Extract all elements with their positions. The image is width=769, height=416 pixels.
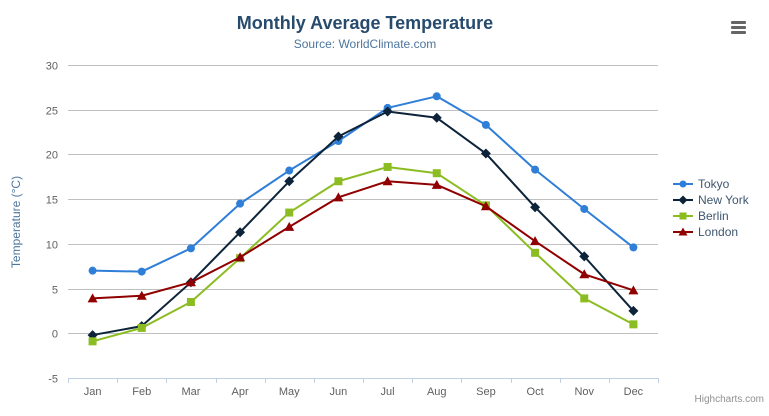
x-axis-tick-label: Sep (476, 386, 496, 398)
point-berlin-may[interactable] (285, 208, 294, 217)
legend-label: Berlin (698, 209, 729, 223)
point-new-york-dec[interactable] (628, 305, 639, 316)
y-axis-tick-label: 10 (46, 240, 58, 252)
tokyo-legend-marker-icon (673, 180, 693, 188)
point-tokyo-aug[interactable] (432, 92, 441, 101)
point-london-mar[interactable] (185, 277, 196, 287)
x-axis-tick-label: Feb (132, 386, 151, 398)
point-london-jul[interactable] (382, 176, 393, 186)
point-tokyo-sep[interactable] (481, 120, 490, 129)
y-axis-tick-label: 25 (46, 106, 58, 118)
hamburger-icon (731, 20, 749, 34)
point-berlin-dec[interactable] (629, 320, 638, 329)
point-new-york-aug[interactable] (431, 112, 442, 123)
point-london-dec[interactable] (628, 285, 639, 295)
y-axis-tick-label: 0 (52, 329, 58, 341)
export-menu-button[interactable] (729, 18, 751, 38)
series-tokyo (91, 95, 635, 273)
point-london-jun[interactable] (333, 192, 344, 202)
point-tokyo-mar[interactable] (186, 244, 195, 253)
legend-label: London (698, 225, 739, 239)
point-berlin-oct[interactable] (531, 248, 540, 257)
point-berlin-jan[interactable] (88, 337, 97, 346)
london-symbol (678, 227, 688, 236)
point-london-apr[interactable] (235, 252, 246, 262)
point-tokyo-oct[interactable] (531, 165, 540, 174)
tokyo-symbol (679, 180, 687, 188)
series-line-tokyo (91, 95, 635, 273)
y-axis-tick-label: -5 (48, 374, 58, 386)
point-london-sep[interactable] (480, 201, 491, 211)
point-tokyo-may[interactable] (285, 166, 294, 175)
new-york-symbol (678, 195, 688, 205)
x-axis-tick-label: Dec (624, 386, 644, 398)
new-york-legend-marker-icon (673, 195, 693, 205)
point-berlin-nov[interactable] (580, 294, 589, 303)
point-tokyo-dec[interactable] (629, 243, 638, 252)
point-london-aug[interactable] (431, 179, 442, 189)
point-berlin-mar[interactable] (186, 297, 195, 306)
point-london-nov[interactable] (579, 269, 590, 279)
x-axis-tick-label: Aug (427, 386, 447, 398)
point-new-york-jul[interactable] (382, 106, 393, 117)
x-axis-tick-label: Jan (84, 386, 102, 398)
point-new-york-apr[interactable] (235, 227, 246, 238)
point-new-york-sep[interactable] (480, 148, 491, 159)
y-axis-tick-label: 5 (52, 285, 58, 297)
legend-item-london[interactable]: London (673, 224, 749, 240)
y-axis-tick-label: 15 (46, 195, 58, 207)
point-new-york-nov[interactable] (579, 251, 590, 262)
x-axis-tick-label: May (279, 386, 300, 398)
point-tokyo-feb[interactable] (137, 267, 146, 276)
series-london (91, 180, 635, 300)
point-tokyo-jan[interactable] (88, 266, 97, 275)
legend-item-new-york[interactable]: New York (673, 192, 749, 208)
x-axis-tick-label: Jun (330, 386, 348, 398)
point-new-york-oct[interactable] (530, 202, 541, 213)
chart-subtitle: Source: WorldClimate.com (293, 37, 437, 51)
point-london-may[interactable] (284, 221, 295, 231)
legend-label: New York (698, 193, 749, 207)
point-new-york-jun[interactable] (333, 131, 344, 142)
legend-item-berlin[interactable]: Berlin (673, 208, 749, 224)
y-axis-tick-label: 20 (46, 150, 58, 162)
series-line-new-york (91, 110, 635, 337)
y-axis-title: Temperature (°C) (9, 176, 23, 268)
y-axis-tick-label: 30 (46, 61, 58, 73)
point-berlin-feb[interactable] (137, 323, 146, 332)
series-line-london (91, 180, 635, 300)
legend-label: Tokyo (698, 177, 730, 191)
berlin-legend-marker-icon (673, 212, 693, 220)
x-axis-tick-label: Oct (527, 386, 544, 398)
series-berlin (91, 165, 635, 343)
point-tokyo-apr[interactable] (236, 199, 245, 208)
series-new-york (91, 110, 635, 337)
x-axis-tick-label: Nov (574, 386, 594, 398)
legend: Tokyo New York Berlin London (673, 176, 749, 240)
credits-link[interactable]: Highcharts.com (694, 394, 764, 405)
x-axis-tick-label: Jul (381, 386, 395, 398)
point-london-oct[interactable] (530, 236, 541, 246)
point-london-feb[interactable] (136, 290, 147, 300)
berlin-symbol (679, 212, 687, 220)
x-axis-tick-label: Apr (232, 386, 249, 398)
london-legend-marker-icon (673, 227, 693, 236)
point-berlin-aug[interactable] (432, 169, 441, 178)
x-axis-tick-label: Mar (181, 386, 200, 398)
legend-item-tokyo[interactable]: Tokyo (673, 176, 749, 192)
point-berlin-jul[interactable] (383, 162, 392, 171)
point-london-jan[interactable] (87, 293, 98, 303)
point-tokyo-nov[interactable] (580, 204, 589, 213)
point-new-york-may[interactable] (284, 176, 295, 187)
chart-title: Monthly Average Temperature (236, 13, 494, 33)
point-berlin-jun[interactable] (334, 177, 343, 186)
series-line-berlin (91, 165, 635, 343)
